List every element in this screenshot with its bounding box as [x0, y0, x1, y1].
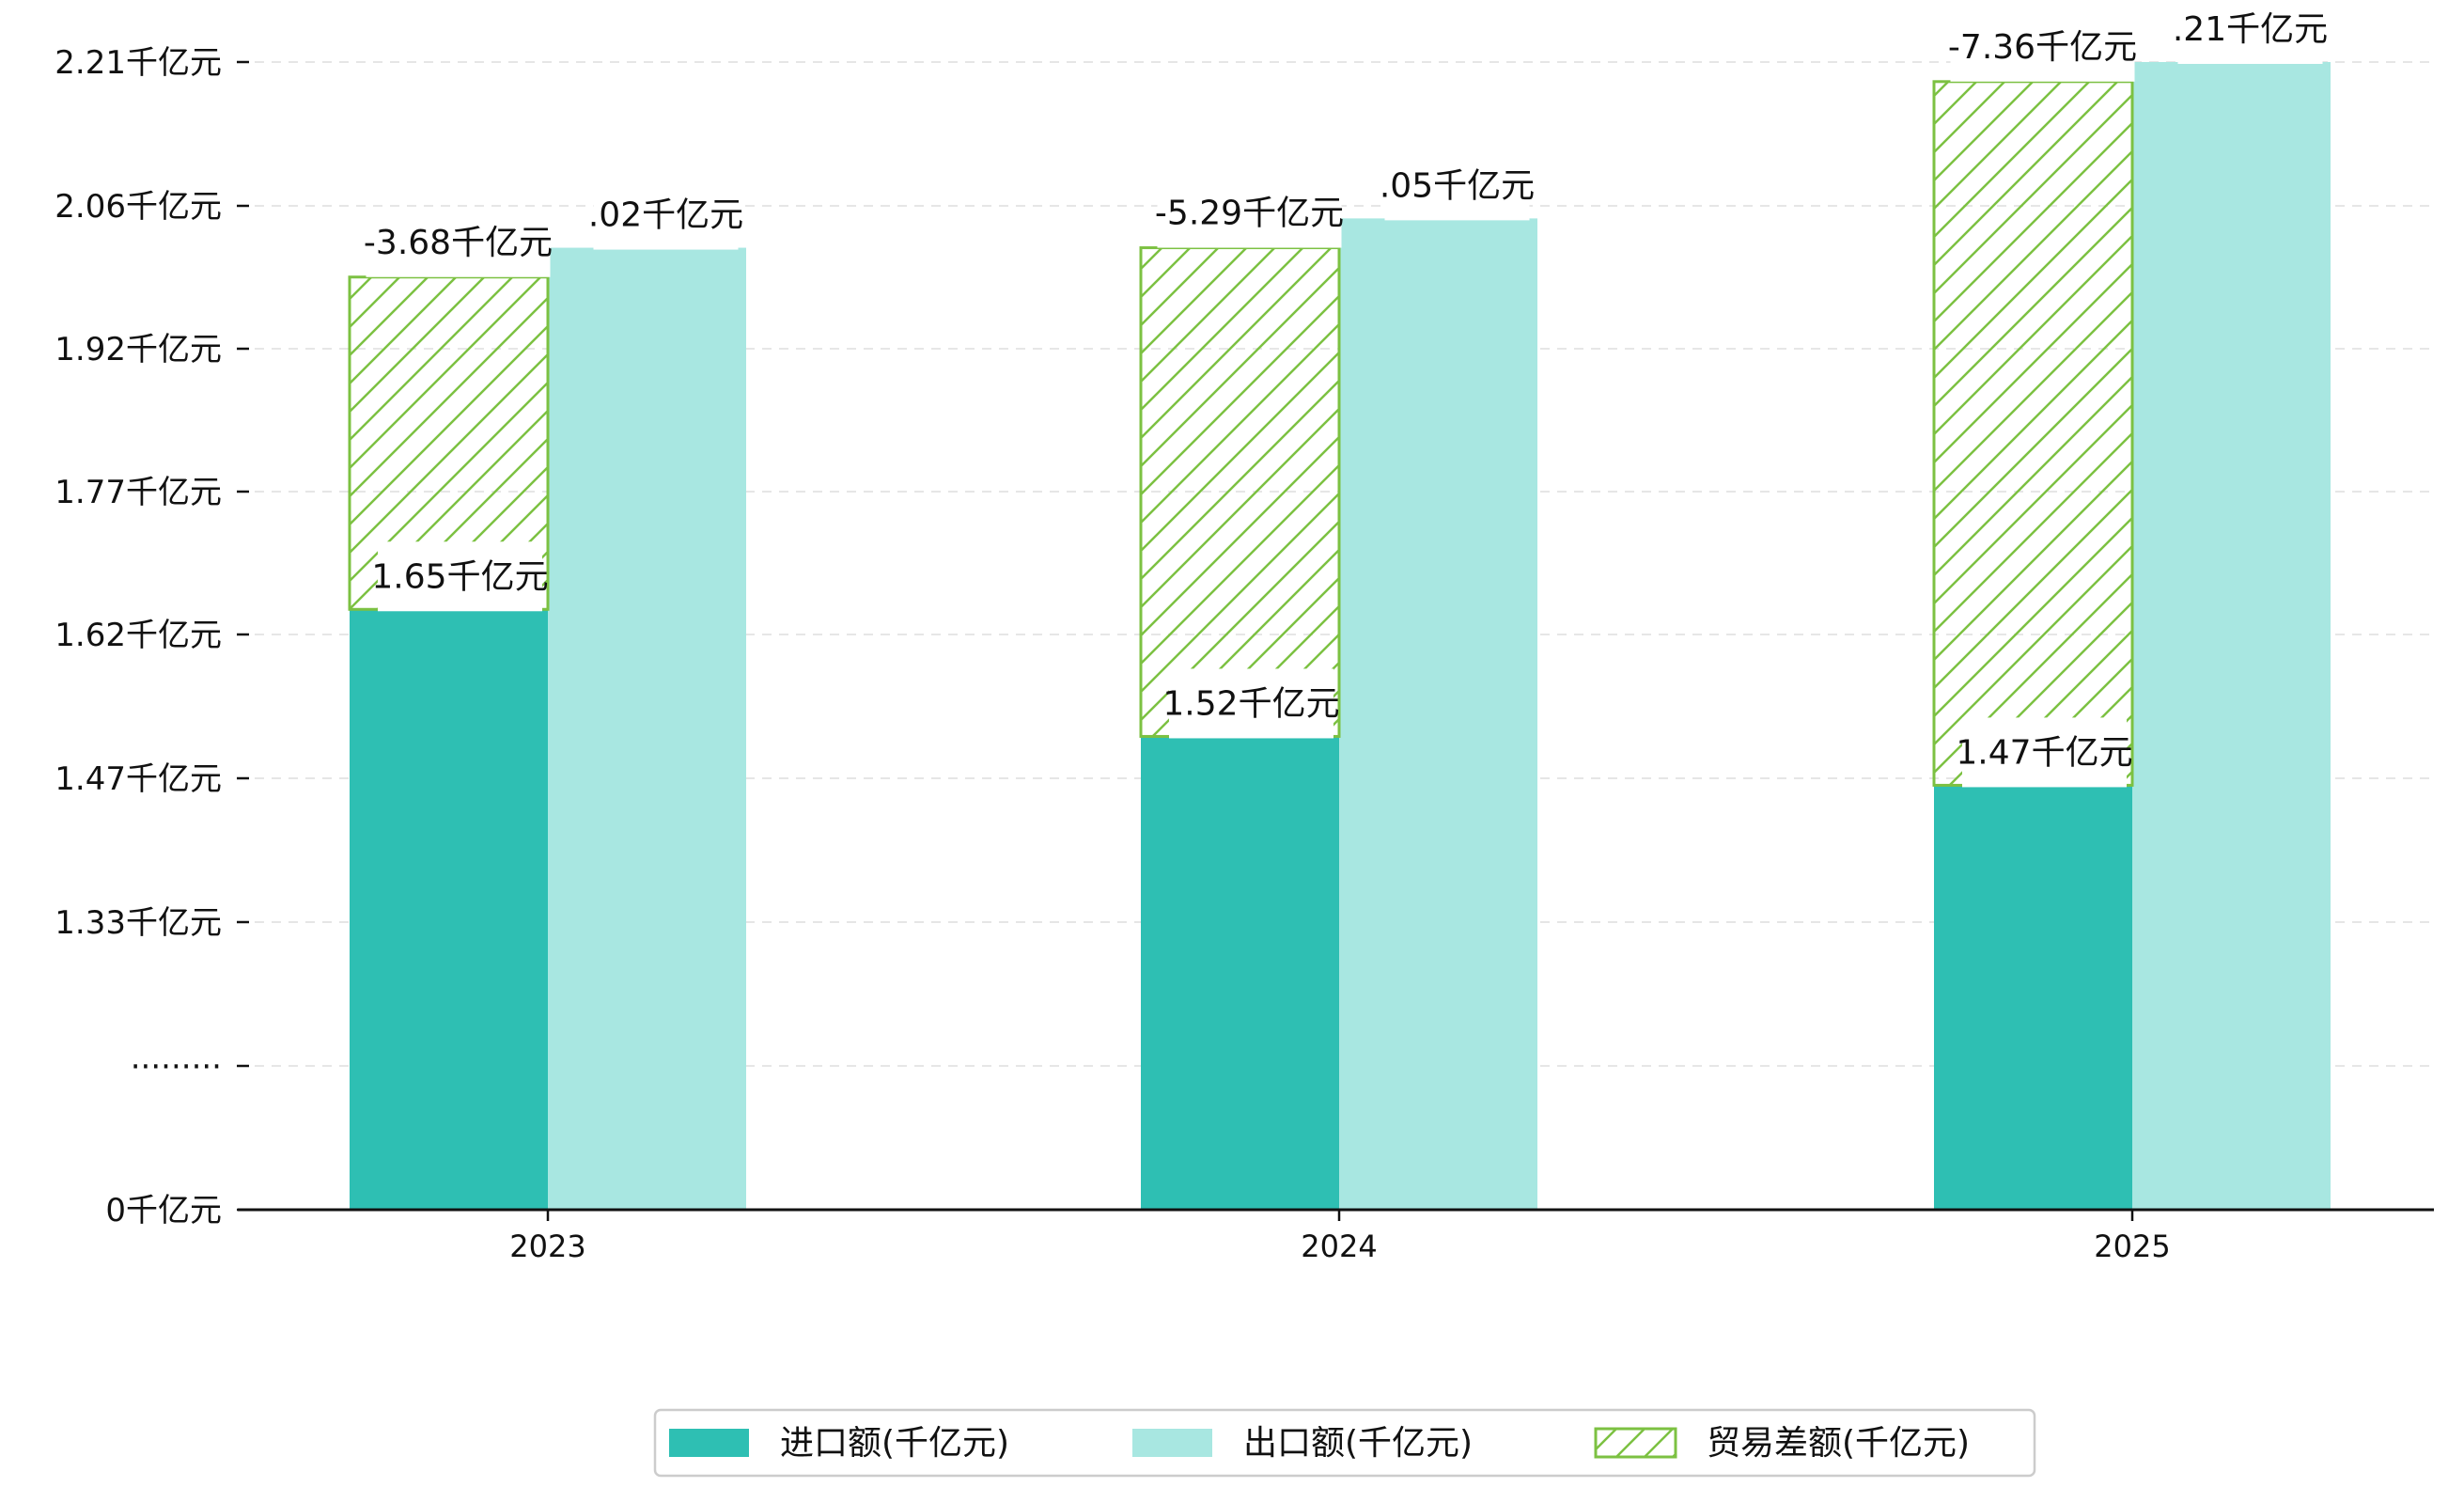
- y-tick-label: 2.21千亿元: [55, 44, 222, 82]
- legend-label: 进口额(千亿元): [780, 1424, 1009, 1463]
- axes: 0千亿元 ········· 1.33千亿元 1.47千亿元 1.62千亿元 1.77千亿…: [55, 44, 2434, 1264]
- legend-swatch: [1594, 1427, 1677, 1459]
- y-tick-label: 1.92千亿元: [55, 331, 222, 368]
- bar-export-2023: [548, 247, 746, 1210]
- label-import-2023: 1.65千亿元: [371, 541, 549, 612]
- bar-import-2024: [1141, 736, 1339, 1210]
- label-import-2023-bg: [378, 541, 542, 612]
- x-tick-label-2024: 2024: [1301, 1229, 1377, 1264]
- legend-item-3: 贸易差额(千亿元): [1594, 1424, 1970, 1463]
- label-import-2024: 1.52千亿元: [1162, 668, 1340, 739]
- label-import-2025-bg: [1962, 717, 2127, 788]
- label-export-2024-bg: [1384, 150, 1530, 221]
- y-tick-label: 1.62千亿元: [55, 617, 222, 654]
- bar-export-2025: [2132, 62, 2331, 1210]
- bar-export-2024: [1339, 218, 1537, 1210]
- label-import-2023-text: 1.65千亿元: [371, 557, 548, 596]
- y-tick-label: ·········: [131, 1048, 222, 1086]
- label-export-2024: .05千亿元: [1380, 150, 1535, 221]
- bar-import-2025: [1934, 785, 2132, 1210]
- label-balance-2023: -3.68千亿元: [364, 207, 553, 277]
- label-export-2025-text: .21千亿元: [2173, 10, 2328, 49]
- legend-swatch: [669, 1429, 749, 1457]
- label-balance-2023-bg: [366, 207, 551, 277]
- legend-item-1: 进口额(千亿元): [669, 1424, 1009, 1463]
- label-export-2025: .21千亿元: [2173, 0, 2328, 64]
- x-tick-label-2023: 2023: [509, 1229, 585, 1264]
- y-tick-label: 2.06千亿元: [55, 188, 222, 226]
- label-import-2025-text: 1.47千亿元: [1956, 733, 2132, 772]
- label-balance-2024-text: -5.29千亿元: [1155, 195, 1344, 233]
- label-balance-2024: -5.29千亿元: [1155, 178, 1344, 248]
- y-tick-label: 0千亿元: [105, 1192, 222, 1229]
- y-tick-label: 1.47千亿元: [55, 760, 222, 798]
- legend-item-2: 出口额(千亿元): [1132, 1424, 1473, 1463]
- label-balance-2025-text: -7.36千亿元: [1948, 28, 2137, 67]
- legend-swatch: [1132, 1429, 1212, 1457]
- label-export-2025-bg: [2177, 0, 2323, 64]
- legend-label: 贸易差额(千亿元): [1707, 1424, 1970, 1463]
- data-labels: 1.65千亿元 -3.68千亿元 .02千亿元 1.52千亿元 -5.29千亿元 .05千…: [364, 0, 2328, 788]
- legend: 进口额(千亿元) 出口额(千亿元) 贸易差额(千亿元): [653, 1408, 2036, 1478]
- label-import-2024-text: 1.52千亿元: [1162, 684, 1339, 723]
- label-balance-2024-bg: [1157, 178, 1342, 248]
- bar-import-2023: [350, 609, 548, 1210]
- bar-balance-2024: [1139, 246, 1341, 738]
- label-import-2024-bg: [1169, 668, 1333, 739]
- label-export-2023: .02千亿元: [588, 180, 743, 250]
- label-export-2023-text: .02千亿元: [588, 196, 743, 235]
- y-tick-label: 1.77千亿元: [55, 474, 222, 511]
- bar-balance-2025: [1932, 80, 2134, 787]
- legend-label: 出口额(千亿元): [1243, 1424, 1473, 1463]
- label-balance-2023-text: -3.68千亿元: [364, 224, 553, 262]
- legend-frame: [653, 1408, 2036, 1478]
- x-tick-label-2025: 2025: [2094, 1229, 2170, 1264]
- label-export-2024-text: .05千亿元: [1380, 166, 1535, 205]
- label-balance-2025-bg: [1950, 11, 2135, 82]
- label-balance-2025: -7.36千亿元: [1948, 11, 2137, 82]
- y-tick-label: 1.33千亿元: [55, 904, 222, 942]
- label-import-2025: 1.47千亿元: [1956, 717, 2133, 788]
- label-export-2023-bg: [593, 180, 739, 250]
